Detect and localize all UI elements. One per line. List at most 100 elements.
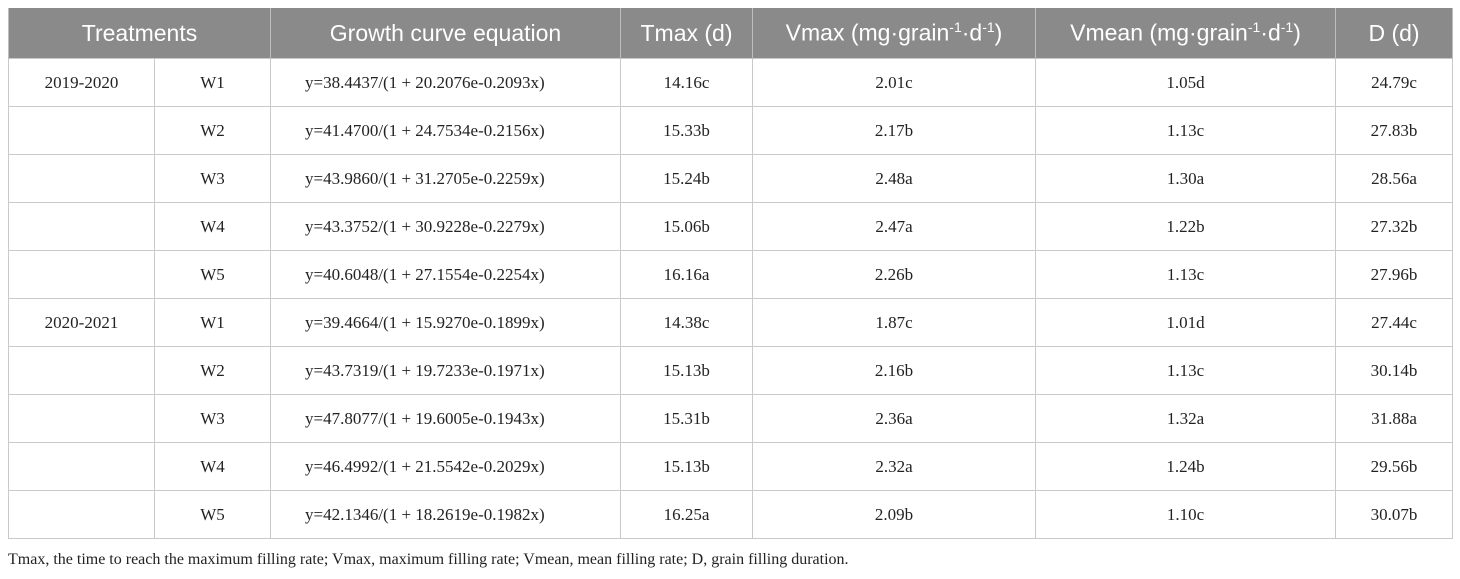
table-row: 2020-2021 W1 y=39.4664/(1 + 15.9270e-0.1… xyxy=(8,298,1453,347)
cell-vmax: 2.47a xyxy=(752,202,1036,251)
cell-d: 28.56a xyxy=(1335,154,1453,203)
cell-vmean: 1.13c xyxy=(1035,250,1336,299)
cell-vmax: 2.26b xyxy=(752,250,1036,299)
header-d: D (d) xyxy=(1335,8,1453,59)
cell-year xyxy=(8,394,155,443)
cell-d: 27.96b xyxy=(1335,250,1453,299)
header-tmax: Tmax (d) xyxy=(620,8,753,59)
cell-treatment: W3 xyxy=(154,154,271,203)
table-row: W5 y=40.6048/(1 + 27.1554e-0.2254x) 16.1… xyxy=(8,250,1453,299)
header-vmax-mid: ·d xyxy=(961,19,983,46)
header-vmean-sup2: -1 xyxy=(1280,19,1294,36)
cell-treatment: W4 xyxy=(154,202,271,251)
cell-year xyxy=(8,250,155,299)
cell-d: 27.32b xyxy=(1335,202,1453,251)
cell-d: 24.79c xyxy=(1335,58,1453,107)
table-row: 2019-2020 W1 y=38.4437/(1 + 20.2076e-0.2… xyxy=(8,58,1453,107)
cell-vmax: 1.87c xyxy=(752,298,1036,347)
table-row: W4 y=46.4992/(1 + 21.5542e-0.2029x) 15.1… xyxy=(8,442,1453,491)
cell-equation: y=41.4700/(1 + 24.7534e-0.2156x) xyxy=(270,106,621,155)
cell-vmean: 1.13c xyxy=(1035,106,1336,155)
header-vmax-sup2: -1 xyxy=(982,19,995,36)
cell-vmax: 2.36a xyxy=(752,394,1036,443)
cell-treatment: W5 xyxy=(154,250,271,299)
header-vmax-sup1: -1 xyxy=(949,19,962,36)
cell-treatment: W1 xyxy=(154,298,271,347)
cell-tmax: 15.13b xyxy=(620,442,753,491)
table-row: W3 y=43.9860/(1 + 31.2705e-0.2259x) 15.2… xyxy=(8,154,1453,203)
cell-vmax: 2.48a xyxy=(752,154,1036,203)
cell-treatment: W4 xyxy=(154,442,271,491)
header-vmax-text: Vmax (mg·grain xyxy=(785,19,950,46)
cell-tmax: 15.24b xyxy=(620,154,753,203)
cell-d: 30.14b xyxy=(1335,346,1453,395)
header-vmean-sup1: -1 xyxy=(1247,19,1261,36)
cell-tmax: 16.25a xyxy=(620,490,753,539)
table-row: W4 y=43.3752/(1 + 30.9228e-0.2279x) 15.0… xyxy=(8,202,1453,251)
cell-vmean: 1.32a xyxy=(1035,394,1336,443)
cell-vmax: 2.09b xyxy=(752,490,1036,539)
cell-equation: y=42.1346/(1 + 18.2619e-0.1982x) xyxy=(270,490,621,539)
header-vmean: Vmean (mg·grain-1·d-1) xyxy=(1035,8,1336,59)
data-table-container: Treatments Growth curve equation Tmax (d… xyxy=(8,8,1453,539)
cell-year xyxy=(8,346,155,395)
cell-equation: y=43.3752/(1 + 30.9228e-0.2279x) xyxy=(270,202,621,251)
cell-d: 31.88a xyxy=(1335,394,1453,443)
cell-vmean: 1.05d xyxy=(1035,58,1336,107)
cell-equation: y=43.9860/(1 + 31.2705e-0.2259x) xyxy=(270,154,621,203)
cell-tmax: 14.16c xyxy=(620,58,753,107)
cell-treatment: W5 xyxy=(154,490,271,539)
cell-tmax: 16.16a xyxy=(620,250,753,299)
cell-year xyxy=(8,442,155,491)
cell-year xyxy=(8,202,155,251)
cell-treatment: W3 xyxy=(154,394,271,443)
cell-d: 27.83b xyxy=(1335,106,1453,155)
table-row: W2 y=43.7319/(1 + 19.7233e-0.1971x) 15.1… xyxy=(8,346,1453,395)
cell-vmean: 1.22b xyxy=(1035,202,1336,251)
table-row: W2 y=41.4700/(1 + 24.7534e-0.2156x) 15.3… xyxy=(8,106,1453,155)
cell-equation: y=39.4664/(1 + 15.9270e-0.1899x) xyxy=(270,298,621,347)
header-vmean-close: ) xyxy=(1293,19,1301,46)
cell-equation: y=38.4437/(1 + 20.2076e-0.2093x) xyxy=(270,58,621,107)
cell-vmax: 2.01c xyxy=(752,58,1036,107)
cell-tmax: 14.38c xyxy=(620,298,753,347)
cell-d: 27.44c xyxy=(1335,298,1453,347)
cell-vmean: 1.13c xyxy=(1035,346,1336,395)
cell-d: 29.56b xyxy=(1335,442,1453,491)
header-vmean-mid: ·d xyxy=(1260,19,1281,46)
cell-year xyxy=(8,106,155,155)
cell-vmean: 1.01d xyxy=(1035,298,1336,347)
cell-vmean: 1.24b xyxy=(1035,442,1336,491)
cell-tmax: 15.33b xyxy=(620,106,753,155)
cell-year: 2020-2021 xyxy=(8,298,155,347)
cell-tmax: 15.31b xyxy=(620,394,753,443)
cell-treatment: W2 xyxy=(154,346,271,395)
cell-vmean: 1.30a xyxy=(1035,154,1336,203)
growth-curve-table: Treatments Growth curve equation Tmax (d… xyxy=(8,8,1453,539)
cell-equation: y=43.7319/(1 + 19.7233e-0.1971x) xyxy=(270,346,621,395)
cell-tmax: 15.13b xyxy=(620,346,753,395)
cell-year xyxy=(8,154,155,203)
cell-treatment: W1 xyxy=(154,58,271,107)
header-vmax: Vmax (mg·grain-1·d-1) xyxy=(752,8,1036,59)
cell-year: 2019-2020 xyxy=(8,58,155,107)
table-row: W3 y=47.8077/(1 + 19.6005e-0.1943x) 15.3… xyxy=(8,394,1453,443)
table-header-row: Treatments Growth curve equation Tmax (d… xyxy=(8,8,1453,59)
table-row: W5 y=42.1346/(1 + 18.2619e-0.1982x) 16.2… xyxy=(8,490,1453,539)
cell-equation: y=40.6048/(1 + 27.1554e-0.2254x) xyxy=(270,250,621,299)
table-footnote: Tmax, the time to reach the maximum fill… xyxy=(8,551,849,568)
cell-vmax: 2.17b xyxy=(752,106,1036,155)
cell-vmax: 2.16b xyxy=(752,346,1036,395)
cell-year xyxy=(8,490,155,539)
cell-equation: y=47.8077/(1 + 19.6005e-0.1943x) xyxy=(270,394,621,443)
cell-vmax: 2.32a xyxy=(752,442,1036,491)
cell-tmax: 15.06b xyxy=(620,202,753,251)
header-equation: Growth curve equation xyxy=(270,8,621,59)
header-vmax-close: ) xyxy=(994,19,1003,46)
header-treatments: Treatments xyxy=(8,8,271,59)
cell-treatment: W2 xyxy=(154,106,271,155)
header-vmean-text: Vmean (mg·grain xyxy=(1070,19,1248,46)
cell-d: 30.07b xyxy=(1335,490,1453,539)
cell-vmean: 1.10c xyxy=(1035,490,1336,539)
cell-equation: y=46.4992/(1 + 21.5542e-0.2029x) xyxy=(270,442,621,491)
